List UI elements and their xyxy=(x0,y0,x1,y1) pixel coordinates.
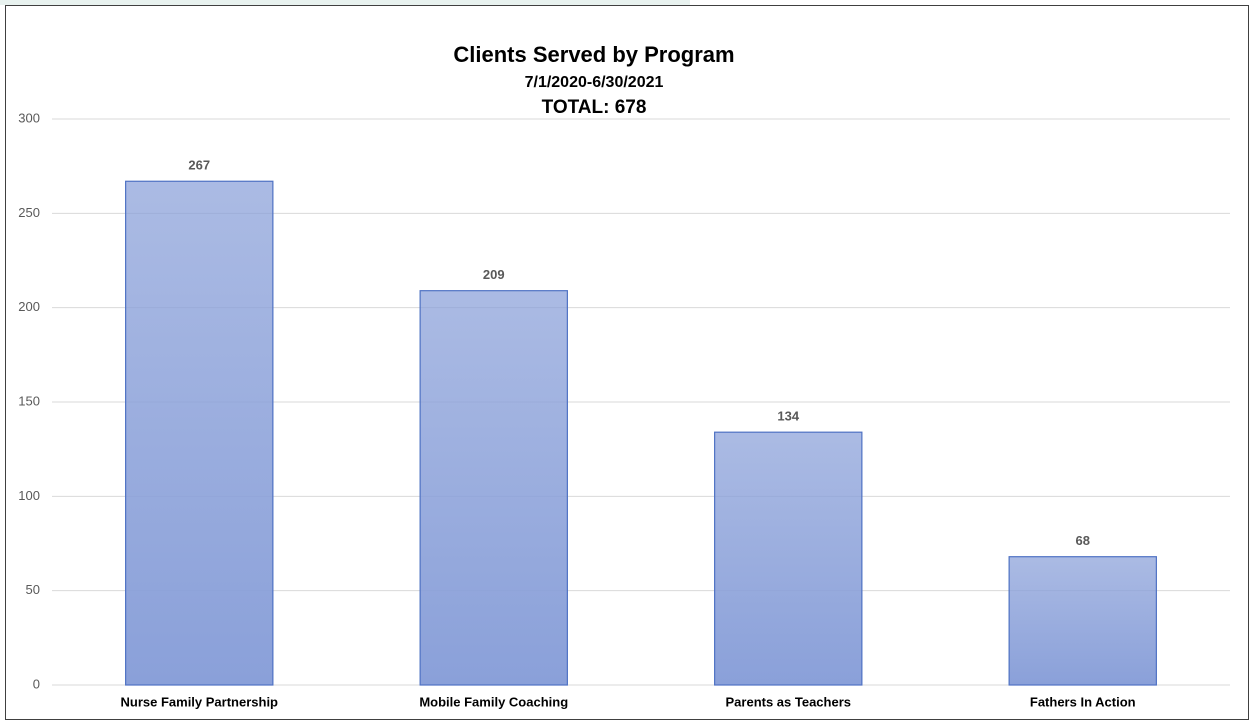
y-tick-label: 200 xyxy=(18,299,40,314)
chart-subtitle: 7/1/2020-6/30/2021 xyxy=(525,74,664,91)
y-tick-label: 0 xyxy=(33,676,40,691)
data-label: 209 xyxy=(483,267,505,282)
y-tick-label: 100 xyxy=(18,488,40,503)
y-tick-label: 50 xyxy=(26,582,40,597)
bar xyxy=(419,290,568,686)
y-tick-label: 300 xyxy=(18,110,40,125)
x-tick-label: Parents as Teachers xyxy=(726,694,852,709)
window-edge xyxy=(0,0,690,5)
bar xyxy=(714,431,863,686)
x-tick-label: Fathers In Action xyxy=(1030,694,1136,709)
chart-title: Clients Served by Program xyxy=(453,42,734,67)
x-tick-label: Mobile Family Coaching xyxy=(419,694,568,709)
data-label: 68 xyxy=(1076,533,1090,548)
bar xyxy=(125,180,274,686)
data-label: 134 xyxy=(777,409,799,424)
y-tick-label: 250 xyxy=(18,205,40,220)
y-tick-label: 150 xyxy=(18,393,40,408)
bar xyxy=(1008,556,1157,686)
data-label: 267 xyxy=(188,158,210,173)
total-label: TOTAL: 678 xyxy=(542,97,647,118)
x-tick-label: Nurse Family Partnership xyxy=(121,694,279,709)
